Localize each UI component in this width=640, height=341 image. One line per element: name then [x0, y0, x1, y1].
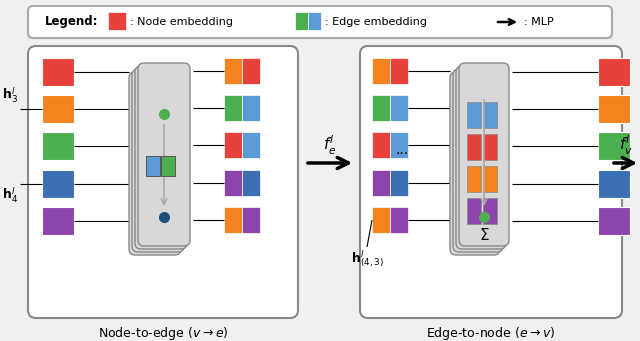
- Bar: [598, 170, 630, 198]
- Text: ...: ...: [161, 144, 173, 158]
- Bar: [224, 170, 242, 196]
- Bar: [42, 58, 74, 86]
- Bar: [242, 95, 260, 121]
- Bar: [108, 12, 126, 30]
- FancyBboxPatch shape: [450, 72, 500, 255]
- Bar: [390, 170, 408, 196]
- Text: $f_v^l$: $f_v^l$: [619, 133, 633, 157]
- Text: $\mathbf{h}_4^l$: $\mathbf{h}_4^l$: [2, 186, 18, 205]
- Bar: [242, 170, 260, 196]
- Bar: [483, 198, 497, 224]
- Bar: [224, 132, 242, 158]
- Text: Legend:: Legend:: [45, 15, 99, 29]
- Bar: [390, 58, 408, 84]
- Text: : MLP: : MLP: [524, 17, 554, 27]
- Bar: [224, 95, 242, 121]
- Bar: [483, 166, 497, 192]
- FancyBboxPatch shape: [132, 69, 184, 252]
- Text: : Edge embedding: : Edge embedding: [325, 17, 427, 27]
- Text: $\Sigma$: $\Sigma$: [479, 227, 490, 243]
- Bar: [372, 95, 390, 121]
- Bar: [372, 58, 390, 84]
- Bar: [483, 102, 497, 128]
- Bar: [42, 207, 74, 235]
- Bar: [308, 12, 321, 30]
- Bar: [372, 207, 390, 233]
- FancyBboxPatch shape: [456, 66, 506, 249]
- Bar: [372, 170, 390, 196]
- FancyBboxPatch shape: [28, 6, 612, 38]
- Bar: [146, 155, 160, 176]
- FancyBboxPatch shape: [453, 69, 503, 252]
- FancyBboxPatch shape: [459, 63, 509, 246]
- Bar: [467, 102, 481, 128]
- Bar: [42, 132, 74, 160]
- Bar: [161, 155, 175, 176]
- FancyBboxPatch shape: [360, 46, 622, 318]
- Bar: [372, 132, 390, 158]
- FancyBboxPatch shape: [135, 66, 187, 249]
- Bar: [467, 134, 481, 160]
- Text: : Node embedding: : Node embedding: [130, 17, 233, 27]
- FancyBboxPatch shape: [129, 72, 181, 255]
- Bar: [598, 58, 630, 86]
- Bar: [467, 166, 481, 192]
- Bar: [483, 134, 497, 160]
- Bar: [390, 132, 408, 158]
- Bar: [242, 207, 260, 233]
- Bar: [295, 12, 308, 30]
- Text: Node-to-edge $(v{\rightarrow}e)$: Node-to-edge $(v{\rightarrow}e)$: [98, 326, 228, 341]
- Bar: [42, 170, 74, 198]
- Text: $\mathbf{h}^l_{(4,3)}$: $\mathbf{h}^l_{(4,3)}$: [351, 248, 383, 269]
- FancyBboxPatch shape: [28, 46, 298, 318]
- Bar: [390, 207, 408, 233]
- FancyBboxPatch shape: [138, 63, 190, 246]
- Bar: [598, 132, 630, 160]
- Bar: [42, 95, 74, 123]
- Text: $\mathbf{h}_3^l$: $\mathbf{h}_3^l$: [2, 86, 18, 105]
- Bar: [224, 207, 242, 233]
- Bar: [242, 132, 260, 158]
- Text: $f_e^l$: $f_e^l$: [323, 133, 337, 157]
- Bar: [598, 207, 630, 235]
- Bar: [242, 58, 260, 84]
- Text: Edge-to-node $(e{\rightarrow}v)$: Edge-to-node $(e{\rightarrow}v)$: [426, 326, 556, 341]
- Bar: [390, 95, 408, 121]
- Text: ...: ...: [396, 143, 408, 157]
- Bar: [598, 95, 630, 123]
- Bar: [467, 198, 481, 224]
- Bar: [224, 58, 242, 84]
